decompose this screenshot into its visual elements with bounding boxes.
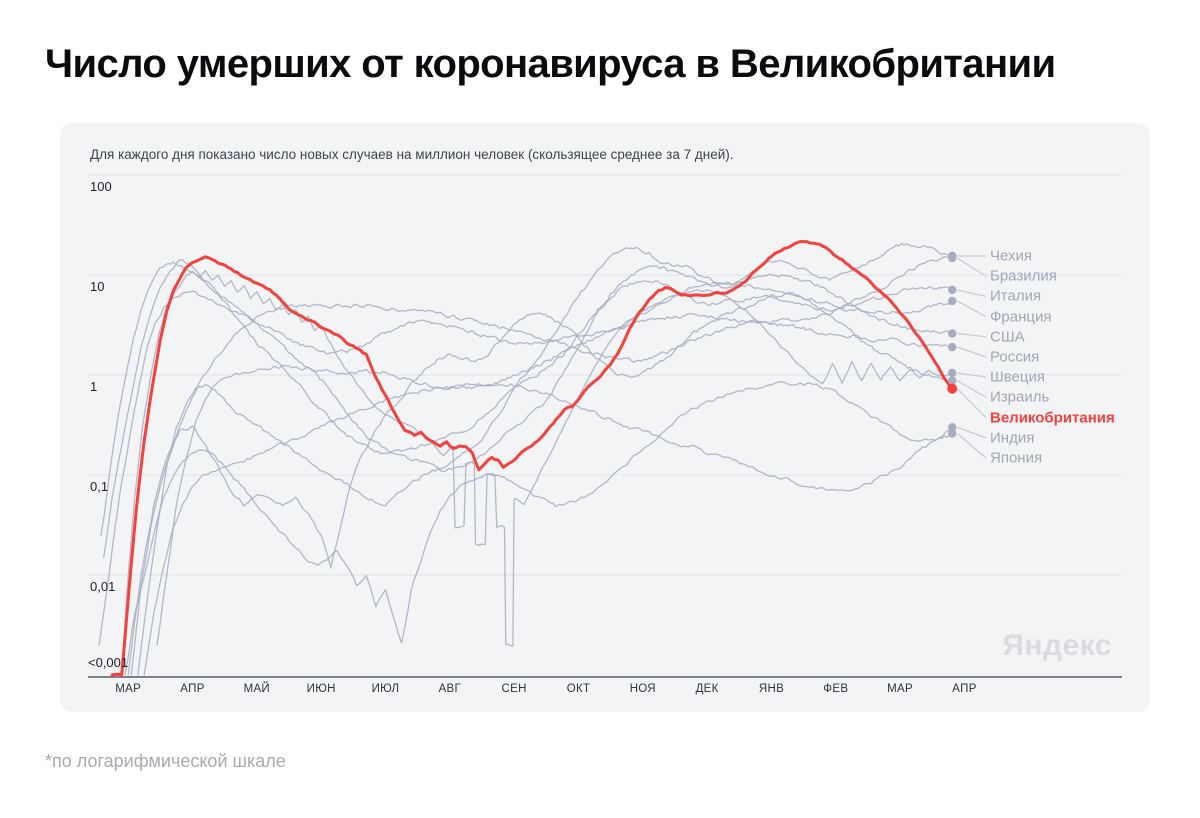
series-line-japan [124, 381, 953, 676]
chart-card [60, 123, 1150, 712]
legend-label-india[interactable]: Индия [990, 429, 1035, 447]
footnote-log-scale: *по логарифмической шкале [45, 751, 286, 771]
legend-connector-sweden [957, 372, 987, 378]
legend-connector-india [957, 426, 987, 439]
series-endpoint-dot-brazil [948, 253, 957, 263]
x-axis-label: МАЙ [243, 683, 271, 695]
x-axis-label: АПР [180, 683, 205, 695]
x-axis-label: НОЯ [629, 683, 656, 695]
legend-connector-uk [956, 388, 987, 419]
series-line-czechia [137, 243, 953, 676]
y-axis-label: 0,1 [90, 479, 109, 494]
series-line-france [103, 259, 953, 559]
x-axis-label: МАР [115, 683, 142, 695]
y-axis-label: 100 [90, 179, 112, 194]
x-axis-label: АВГ [438, 683, 462, 695]
series-endpoint-dot-india [948, 423, 957, 432]
page-title: Число умерших от коронавируса в Великобр… [45, 42, 1056, 86]
series-line-usa [98, 273, 953, 646]
series-line-sweden [121, 270, 953, 676]
legend-connector-usa [957, 332, 987, 338]
x-axis-label: ФЕВ [823, 683, 849, 695]
x-axis-label: СЕН [501, 683, 527, 695]
series-line-italy [100, 261, 953, 536]
x-axis-label: МАР [887, 683, 914, 695]
series-line-russia [156, 312, 953, 646]
x-axis-label: ИЮН [306, 683, 336, 695]
legend-connector-russia [957, 346, 987, 358]
legend-label-czechia[interactable]: Чехия [990, 247, 1033, 265]
legend-connector-israel [956, 380, 987, 398]
legend-connector-japan [956, 433, 987, 459]
legend-label-usa[interactable]: США [990, 328, 1025, 346]
legend-connector-brazil [956, 257, 987, 277]
series-endpoint-dot-usa [948, 329, 957, 338]
legend-connector-italy [957, 289, 987, 297]
y-axis-label: 10 [90, 279, 105, 294]
legend-label-uk[interactable]: Великобритания [990, 409, 1115, 427]
legend-label-italy[interactable]: Италия [990, 287, 1042, 305]
series-endpoint-dot-russia [948, 342, 957, 352]
legend-label-israel[interactable]: Израиль [990, 388, 1050, 406]
series-endpoint-dot-uk [947, 383, 958, 394]
x-axis-label: АПР [952, 683, 977, 695]
legend-label-france[interactable]: Франция [990, 308, 1052, 326]
series-endpoint-dot-italy [948, 285, 957, 295]
series-endpoint-dot-sweden [948, 368, 957, 378]
x-axis-label: ЯНВ [758, 683, 785, 695]
chart-subtitle: Для каждого дня показано число новых слу… [90, 147, 734, 162]
series-endpoint-dot-israel [948, 376, 957, 385]
series-line-israel [127, 292, 953, 676]
y-axis-label: <0,001 [88, 655, 129, 670]
legend-label-brazil[interactable]: Бразилия [990, 267, 1057, 285]
x-axis-label: ОКТ [566, 683, 591, 695]
y-axis-label: 0,01 [90, 579, 116, 594]
series-line-uk [110, 240, 954, 677]
legend-label-sweden[interactable]: Швеция [990, 368, 1045, 386]
series-endpoint-dot-france [948, 296, 957, 306]
legend-label-russia[interactable]: Россия [990, 348, 1040, 366]
x-axis-label: ИЮЛ [371, 683, 400, 695]
legend-connector-france [956, 300, 987, 318]
series-endpoint-dot-japan [948, 429, 957, 438]
yandex-watermark-logo: Яндекс [1002, 629, 1112, 662]
series-line-india [143, 383, 953, 676]
series-line-brazil [130, 255, 953, 676]
legend-label-japan[interactable]: Япония [990, 449, 1043, 467]
x-axis-label: ДЕК [695, 683, 719, 695]
y-axis-label: 1 [90, 379, 98, 394]
